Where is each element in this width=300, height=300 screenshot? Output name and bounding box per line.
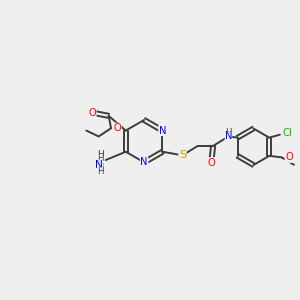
Text: N: N xyxy=(225,131,232,142)
Text: N: N xyxy=(95,160,104,170)
Text: H: H xyxy=(97,154,104,163)
Text: N: N xyxy=(97,163,104,173)
Text: O: O xyxy=(113,123,121,133)
Text: N: N xyxy=(159,126,166,136)
Text: O: O xyxy=(88,108,96,118)
Text: H: H xyxy=(98,150,104,159)
Text: H: H xyxy=(97,167,104,176)
Text: O: O xyxy=(285,152,293,162)
Text: N: N xyxy=(140,158,148,167)
Text: S: S xyxy=(179,150,186,160)
Text: H: H xyxy=(225,128,232,136)
Text: O: O xyxy=(208,158,215,168)
Text: Cl: Cl xyxy=(283,128,292,138)
